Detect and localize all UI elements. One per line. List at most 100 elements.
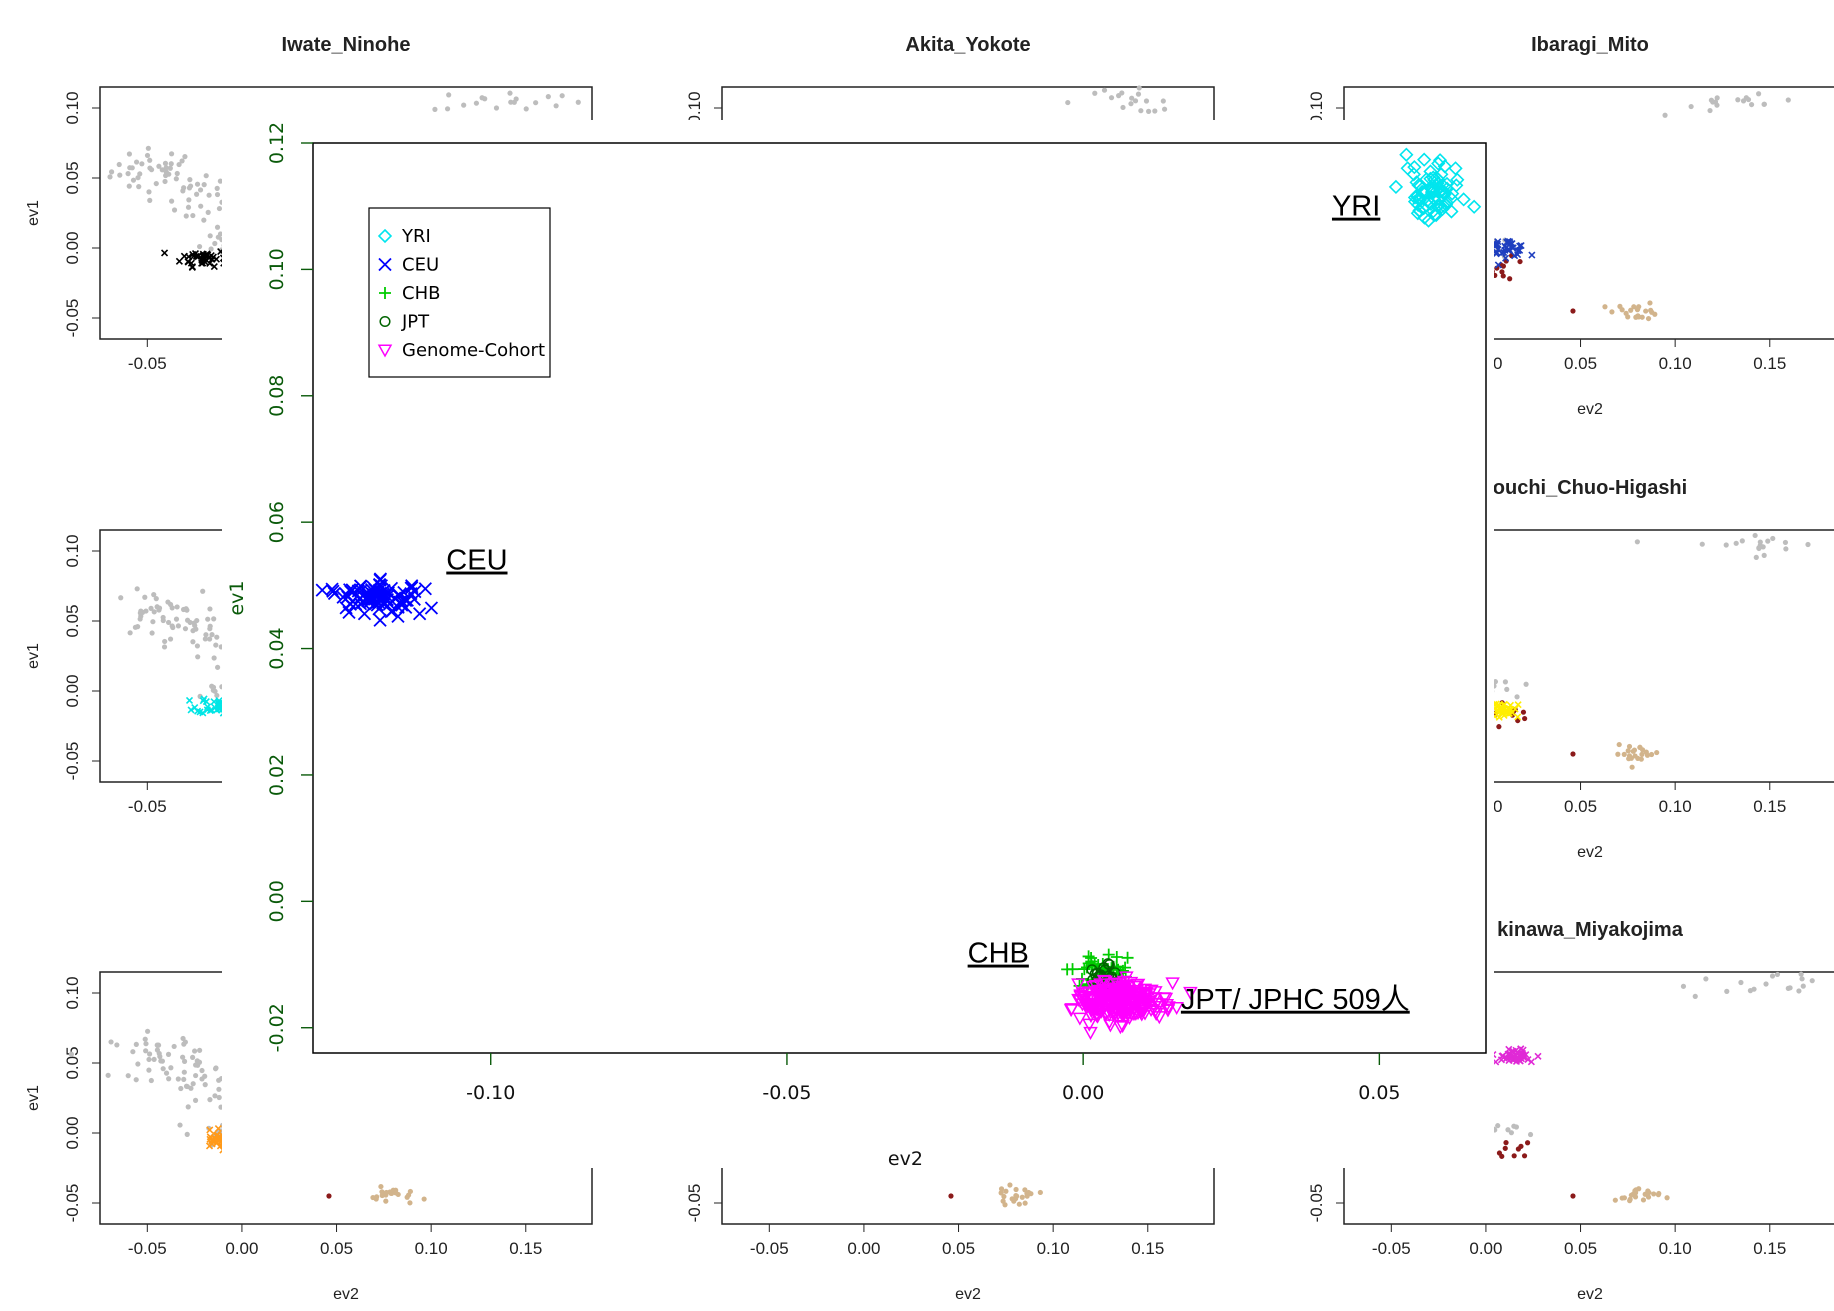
reference-point bbox=[216, 1094, 222, 1101]
reference-point bbox=[1065, 99, 1071, 106]
data-point bbox=[1399, 147, 1414, 162]
panel-title: Iwate_Ninohe bbox=[282, 34, 411, 56]
main-x-tick-label: -0.05 bbox=[762, 1082, 811, 1104]
highlight-point bbox=[1511, 705, 1519, 713]
reference-point bbox=[126, 183, 132, 189]
reference-point bbox=[1623, 310, 1629, 316]
reference-point bbox=[163, 1070, 170, 1076]
reference-point bbox=[1011, 1198, 1017, 1204]
data-point bbox=[424, 601, 439, 615]
reference-point bbox=[148, 1077, 154, 1084]
reference-point bbox=[1809, 978, 1815, 984]
y-tick-label: -0.05 bbox=[63, 299, 82, 338]
main-x-tick-label: 0.05 bbox=[1358, 1082, 1400, 1104]
main-y-tick-label: 0.12 bbox=[266, 122, 288, 164]
main-x-tick-label: -0.10 bbox=[466, 1082, 515, 1104]
reference-point bbox=[156, 1050, 162, 1057]
reference-point bbox=[151, 609, 157, 615]
reference-point bbox=[1639, 751, 1645, 757]
data-point bbox=[1160, 1004, 1176, 1018]
reference-point bbox=[482, 96, 488, 102]
reference-point bbox=[167, 636, 174, 642]
reference-point bbox=[195, 654, 201, 660]
reference-point bbox=[1680, 983, 1687, 989]
data-point bbox=[377, 228, 393, 244]
reference-point bbox=[948, 1193, 954, 1199]
reference-point bbox=[186, 197, 192, 203]
reference-point bbox=[1733, 540, 1739, 546]
reference-point bbox=[132, 624, 139, 630]
x-tick-label: 0.00 bbox=[1469, 1239, 1502, 1258]
data-point bbox=[378, 257, 392, 272]
data-point bbox=[1134, 1008, 1150, 1022]
reference-point bbox=[194, 191, 200, 197]
legend: YRI CEU CHB JPT Genome-Cohort bbox=[368, 207, 551, 378]
reference-point bbox=[1723, 542, 1729, 548]
y-tick-label: -0.05 bbox=[63, 742, 82, 781]
reference-point bbox=[156, 163, 162, 169]
highlight-point bbox=[1492, 700, 1500, 708]
x-tick-label: 0.00 bbox=[225, 1239, 258, 1258]
reference-point bbox=[182, 154, 188, 160]
main-y-tick-label: 0.06 bbox=[266, 501, 288, 543]
reference-point bbox=[171, 1043, 177, 1050]
reference-point bbox=[407, 1200, 413, 1206]
reference-point bbox=[203, 632, 209, 638]
highlight-point bbox=[1511, 252, 1519, 260]
highlight-point bbox=[1495, 713, 1503, 721]
reference-point bbox=[1013, 1186, 1019, 1193]
reference-point bbox=[1160, 98, 1166, 104]
x-axis-label: ev2 bbox=[1577, 844, 1603, 861]
reference-point bbox=[183, 213, 189, 219]
reference-point bbox=[133, 1041, 139, 1048]
reference-point bbox=[181, 1058, 188, 1064]
y-axis-label: ev1 bbox=[25, 643, 42, 669]
highlight-point bbox=[1505, 1054, 1513, 1062]
reference-point bbox=[214, 664, 221, 670]
reference-point bbox=[139, 161, 145, 167]
data-point bbox=[1431, 156, 1446, 171]
highlight-point bbox=[192, 252, 200, 260]
data-point bbox=[1128, 990, 1143, 1004]
reference-point bbox=[1631, 747, 1638, 753]
x-tick-label: -0.05 bbox=[1372, 1239, 1411, 1258]
reference-point bbox=[161, 644, 168, 650]
reference-point bbox=[1703, 976, 1709, 982]
reference-point bbox=[201, 182, 207, 188]
reference-point bbox=[1503, 1140, 1509, 1146]
reference-point bbox=[165, 1051, 172, 1057]
main-y-tick-label: 0.00 bbox=[266, 880, 288, 922]
reference-point bbox=[1028, 1191, 1034, 1197]
data-point bbox=[1082, 957, 1095, 970]
reference-point bbox=[1800, 983, 1806, 989]
x-tick-label: 0.10 bbox=[415, 1239, 448, 1258]
reference-point bbox=[160, 617, 166, 624]
reference-point bbox=[125, 171, 131, 177]
highlight-point bbox=[195, 252, 203, 260]
data-point bbox=[1137, 993, 1153, 1007]
x-tick-label: 0.10 bbox=[1659, 354, 1692, 373]
highlight-point bbox=[1514, 247, 1522, 255]
reference-point bbox=[1504, 686, 1510, 692]
highlight-point bbox=[187, 706, 195, 714]
reference-point bbox=[105, 1072, 111, 1078]
reference-point bbox=[147, 165, 153, 171]
reference-point bbox=[1570, 308, 1576, 314]
data-point bbox=[1093, 984, 1109, 998]
reference-point bbox=[154, 1042, 160, 1048]
reference-point bbox=[216, 205, 223, 212]
highlight-point bbox=[1528, 251, 1536, 259]
reference-point bbox=[1769, 973, 1776, 979]
highlight-point bbox=[203, 706, 211, 714]
reference-point bbox=[217, 178, 223, 184]
highlight-point bbox=[1504, 237, 1512, 245]
reference-point bbox=[1724, 988, 1730, 994]
reference-point bbox=[198, 203, 204, 209]
data-point bbox=[1072, 1012, 1088, 1026]
reference-point bbox=[173, 176, 179, 182]
reference-point bbox=[135, 175, 141, 181]
highlight-point bbox=[188, 263, 196, 272]
reference-point bbox=[1145, 108, 1152, 114]
data-point bbox=[1107, 1007, 1123, 1021]
highlight-point bbox=[1513, 1049, 1521, 1057]
